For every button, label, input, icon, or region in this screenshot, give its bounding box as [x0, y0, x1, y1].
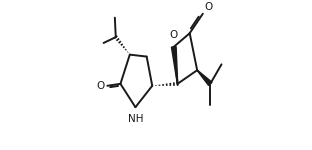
Text: NH: NH [129, 114, 144, 124]
Text: O: O [169, 30, 177, 40]
Text: O: O [204, 2, 212, 12]
Text: O: O [96, 81, 105, 91]
Polygon shape [172, 47, 178, 84]
Polygon shape [197, 70, 212, 85]
